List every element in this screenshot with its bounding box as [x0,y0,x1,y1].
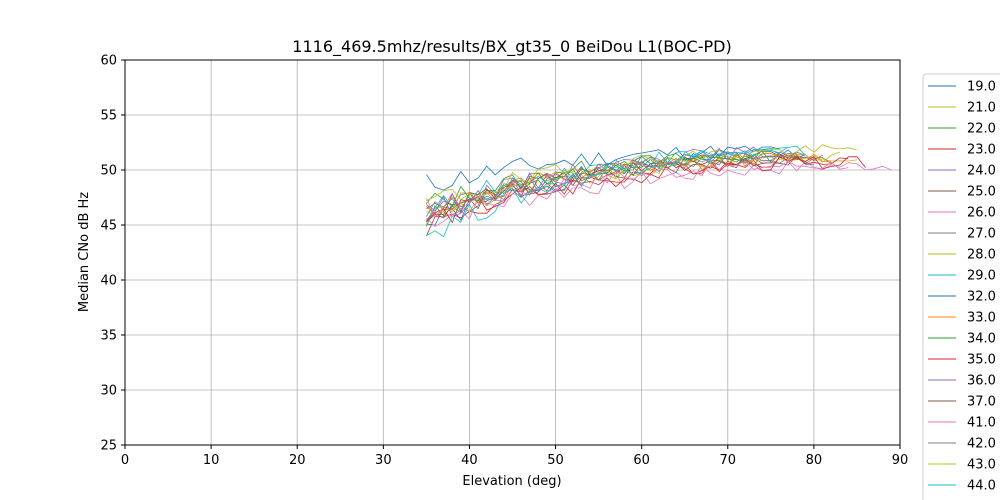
grid-lines [124,59,901,446]
series-line-22.0 [426,149,797,227]
legend: 19.0 21.0 22.0 23.0 24.0 25.0 26.0 27.0 28.0 29.0… [922,73,1000,500]
legend-entry: 22.0 [967,122,996,137]
legend-entry: 27.0 [967,227,996,242]
series-line-26.0 [426,160,892,228]
series-line-44.0 [426,145,806,238]
x-tick-label: 80 [806,453,823,468]
legend-entry: 42.0 [967,437,996,452]
legend-entry: 44.0 [967,479,996,494]
legend-entry: 35.0 [967,353,996,368]
x-axis-ticks: 0 10 20 30 40 50 60 70 80 90 [121,445,908,468]
legend-frame [922,73,1000,500]
x-tick-label: 10 [203,453,220,468]
series-line-32.0 [426,145,780,191]
y-tick-label: 30 [100,384,117,399]
legend-entry: 29.0 [967,269,996,284]
x-tick-label: 0 [121,453,129,468]
x-axis-label: Elevation (deg) [462,474,561,489]
x-tick-label: 60 [633,453,650,468]
legend-entry: 21.0 [967,101,996,116]
x-tick-label: 50 [547,453,564,468]
legend-entry: 28.0 [967,248,996,263]
series-line-41.0 [426,159,849,218]
y-tick-label: 35 [100,329,117,344]
legend-entry: 23.0 [967,143,996,158]
y-tick-label: 25 [100,439,117,454]
legend-entry: 34.0 [967,332,996,347]
legend-entry: 24.0 [967,164,996,179]
legend-entry: 41.0 [967,416,996,431]
y-tick-label: 55 [100,109,117,124]
series-line-37.0 [426,155,814,223]
series-line-36.0 [426,146,797,221]
x-tick-label: 30 [375,453,392,468]
y-tick-label: 50 [100,164,117,179]
x-tick-label: 70 [720,453,737,468]
legend-entry: 19.0 [967,80,996,95]
plot-frame [124,59,901,446]
y-tick-label: 40 [100,274,117,289]
series-line-42.0 [426,151,806,212]
legend-entry: 32.0 [967,290,996,305]
legend-entry: 25.0 [967,185,996,200]
legend-entry: 43.0 [967,458,996,473]
y-tick-label: 45 [100,219,117,234]
x-tick-label: 90 [892,453,909,468]
y-tick-label: 60 [100,54,117,69]
series-line-33.0 [426,152,832,218]
legend-entry: 37.0 [967,395,996,410]
y-axis-ticks: 25 30 35 40 45 50 55 60 [100,54,125,454]
series-line-34.0 [426,150,772,208]
y-axis-label: Median CNo dB Hz [77,192,92,312]
series-line-24.0 [426,151,814,213]
legend-entry: 33.0 [967,311,996,326]
series-lines [426,144,892,238]
series-line-43.0 [426,144,857,202]
legend-entry: 36.0 [967,374,996,389]
x-tick-label: 20 [289,453,306,468]
series-line-35.0 [426,156,866,224]
chart-title: 1116_469.5mhz/results/BX_gt35_0 BeiDou L… [292,37,731,57]
legend-entry: 26.0 [967,206,996,221]
x-tick-label: 40 [461,453,478,468]
